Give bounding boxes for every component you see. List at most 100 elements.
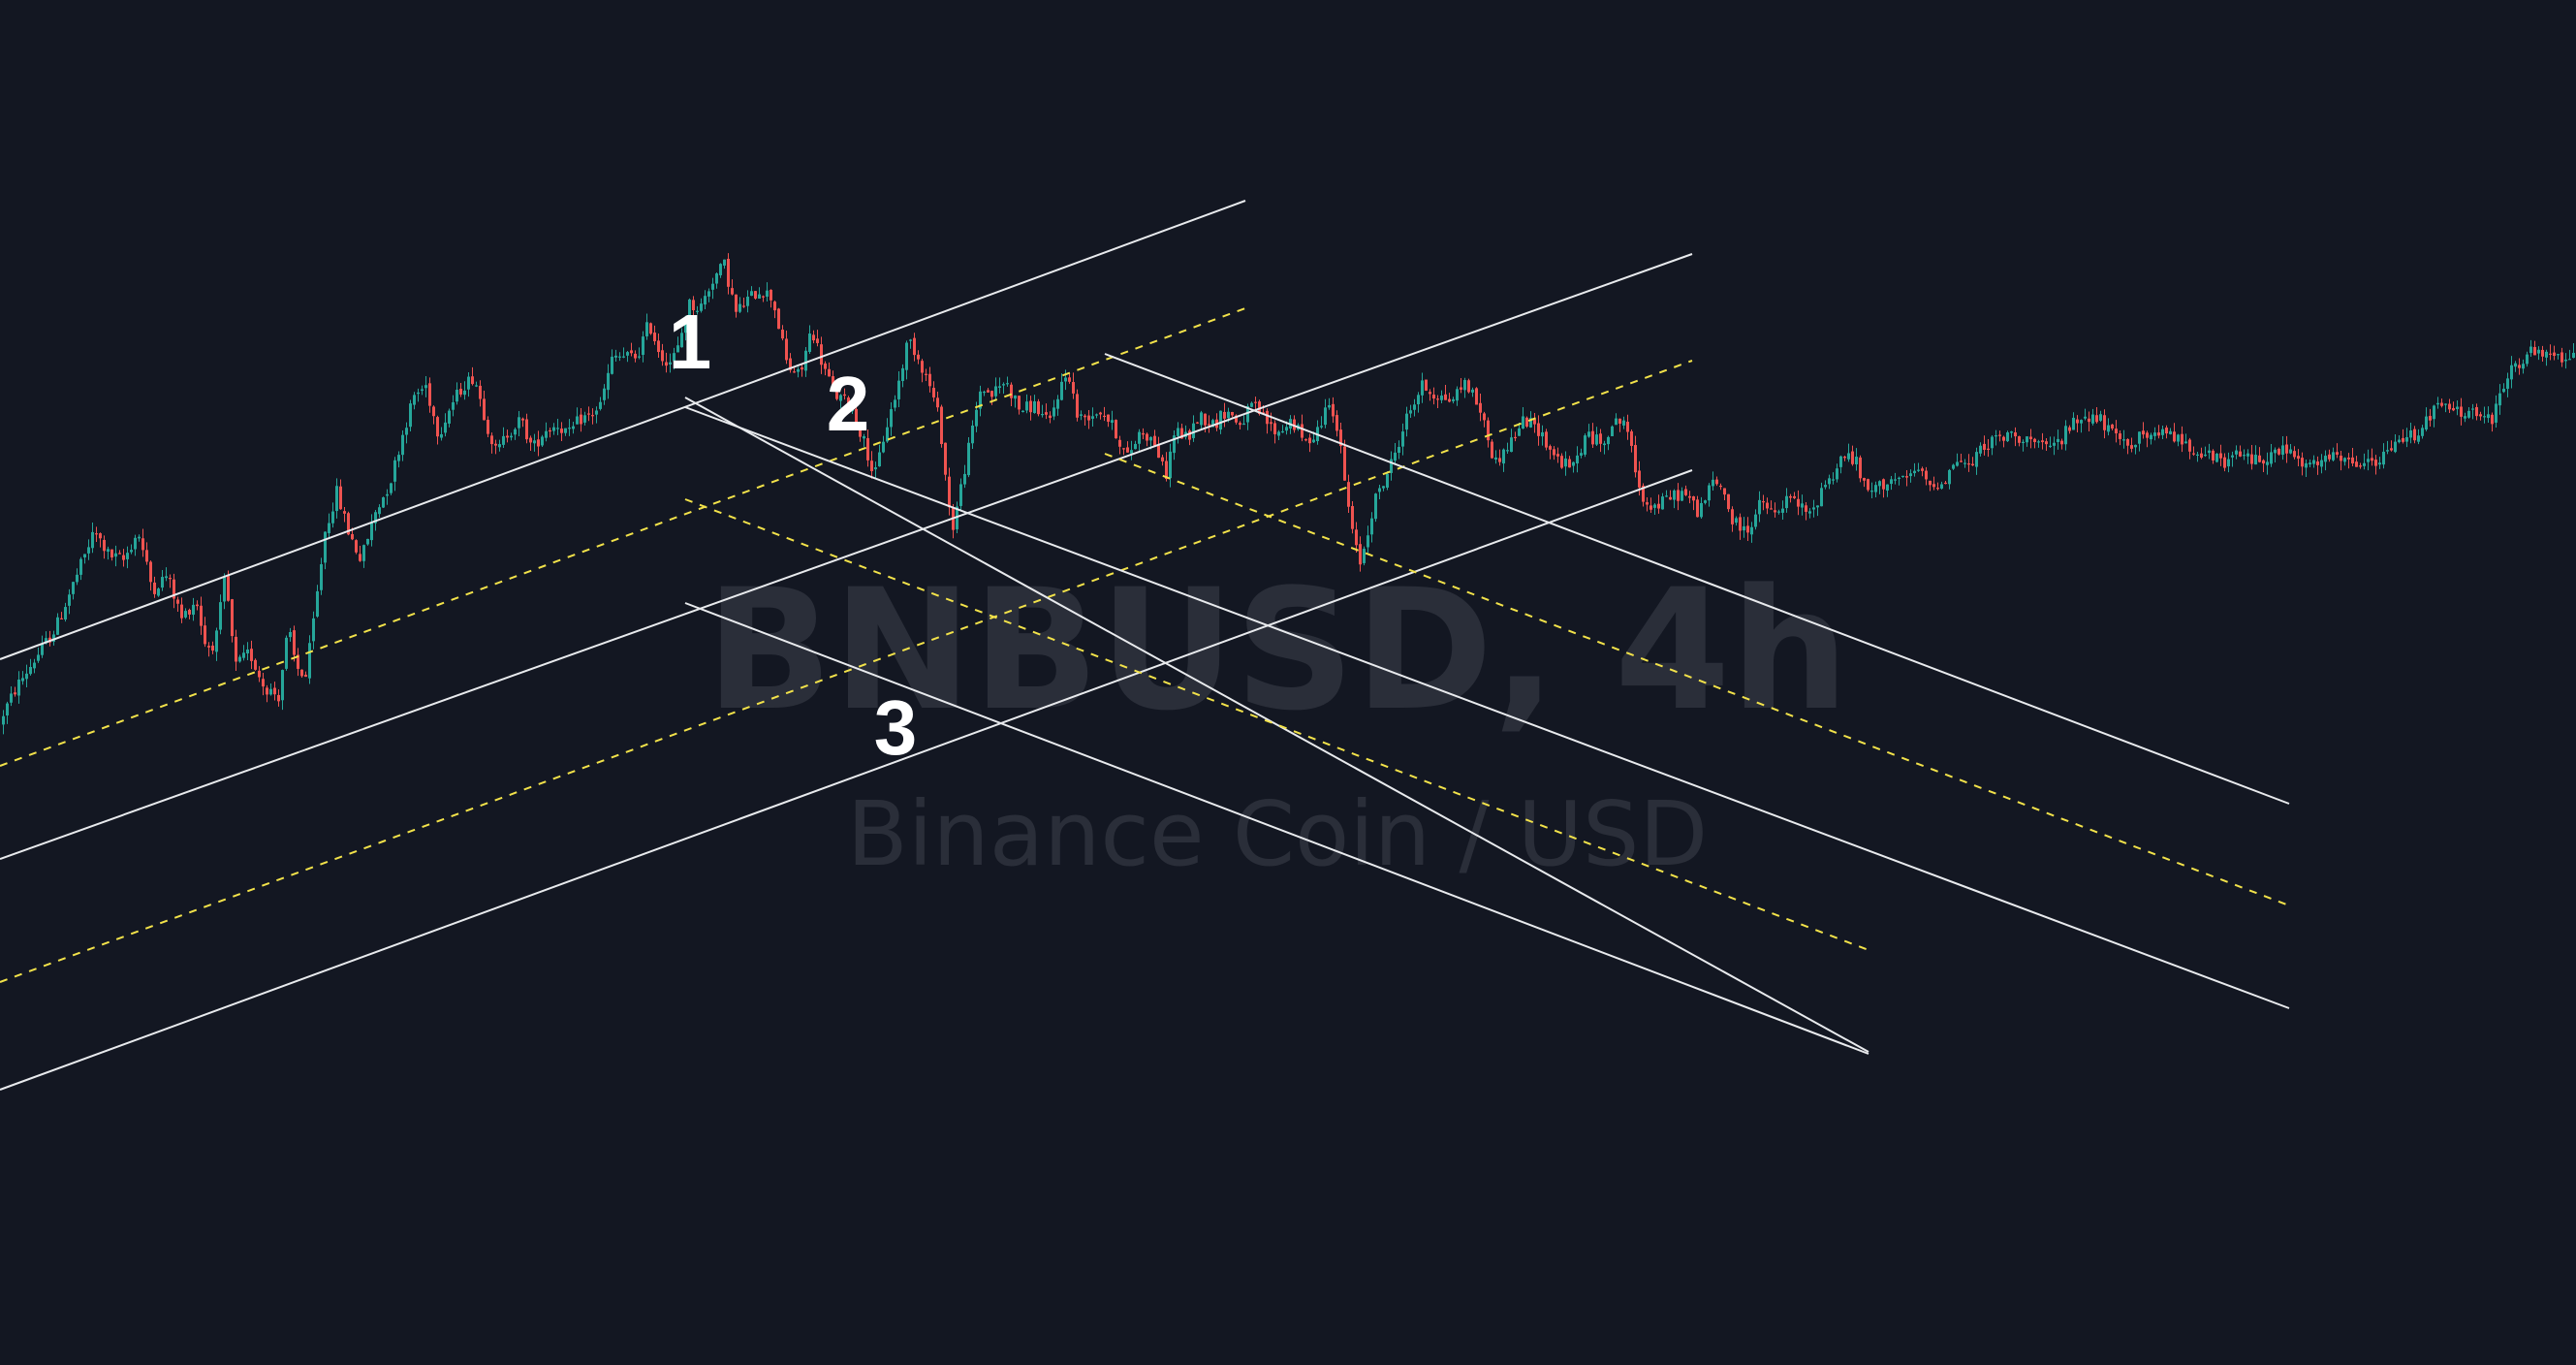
candle-body <box>1460 387 1462 390</box>
candle-body <box>2425 416 2428 429</box>
candle-body <box>378 507 381 515</box>
candle-body <box>1963 462 1966 464</box>
candle-body <box>2398 439 2401 443</box>
candle-body <box>258 670 261 678</box>
candle-body <box>797 368 800 372</box>
candle-body <box>1033 400 1036 414</box>
candle-body <box>905 342 908 370</box>
candle-body <box>2316 461 2319 465</box>
candle-body <box>1425 379 1428 391</box>
candle-body <box>987 390 990 393</box>
candle-body <box>2173 431 2176 442</box>
candle-body <box>52 634 55 642</box>
candle-body <box>1692 495 1695 501</box>
candle-body <box>1126 447 1129 453</box>
candle-body <box>134 537 137 550</box>
descending-channel-large-upper-line[interactable] <box>1104 353 2290 805</box>
candle-body <box>273 687 276 695</box>
candle-body <box>2351 457 2354 464</box>
candle-body <box>1498 458 1501 462</box>
candle-body <box>1235 415 1238 423</box>
candle-body <box>138 536 141 539</box>
candle-body <box>1882 479 1885 490</box>
candle-body <box>1870 491 1873 492</box>
candle-body <box>184 611 187 618</box>
ascending-channel-middle-line[interactable] <box>0 253 1693 860</box>
candle-body <box>297 654 299 669</box>
candle-body <box>343 511 346 514</box>
candle-body <box>1363 549 1366 563</box>
descending-channel-large[interactable] <box>684 353 2290 1009</box>
candle-body <box>2084 416 2087 419</box>
candle-body <box>1770 508 1773 510</box>
candle-body <box>506 435 509 438</box>
candle-body <box>235 636 237 662</box>
candle-body <box>1161 457 1164 461</box>
descending-channel-large-lower-line[interactable] <box>684 406 2290 1009</box>
candle-body <box>1661 496 1664 510</box>
ascending-channel-lower-line[interactable] <box>0 469 1693 1091</box>
candle-body <box>2231 455 2234 458</box>
candle-body <box>2243 455 2246 457</box>
candle-body <box>1471 389 1474 393</box>
candle-body <box>1343 446 1346 481</box>
candle-body <box>2378 462 2381 465</box>
candle-body <box>1347 482 1350 507</box>
ascending-channel-upper-median-line[interactable] <box>0 307 1246 767</box>
candle-body <box>940 406 943 445</box>
candle-body <box>2522 364 2525 369</box>
candle-body <box>580 414 582 425</box>
candle-body <box>2157 432 2160 436</box>
candle-body <box>583 415 586 423</box>
candle-body <box>2421 428 2424 436</box>
candle-body <box>990 391 993 397</box>
candle-body <box>2002 436 2005 441</box>
candle-body <box>21 678 24 682</box>
candle-body <box>374 512 377 524</box>
candle-body <box>1324 407 1327 426</box>
candle-body <box>1467 380 1470 393</box>
candle-body <box>1832 479 1835 481</box>
candle-body <box>1421 380 1424 396</box>
descending-channel-small-upper-line[interactable] <box>684 397 1869 1053</box>
candle-body <box>1618 418 1621 425</box>
candle-body <box>1270 422 1272 425</box>
candle-body <box>1696 499 1699 518</box>
candle-body <box>634 353 637 359</box>
candle-body <box>1545 431 1548 448</box>
candle-body <box>362 545 365 561</box>
ascending-channel-lower-median-line[interactable] <box>0 360 1693 983</box>
candle-body <box>1901 475 1904 477</box>
descending-channel-small-lower-line[interactable] <box>684 602 1869 1055</box>
candle-body <box>2208 450 2211 454</box>
candle-body <box>2309 462 2311 465</box>
candle-body <box>2467 410 2470 418</box>
candle-body <box>390 483 393 493</box>
candle-body <box>673 353 675 362</box>
candle-body <box>1491 441 1493 459</box>
candle-body <box>1812 507 1815 510</box>
candle-body <box>1359 544 1362 565</box>
candle-body <box>1913 470 1916 474</box>
candle-body <box>45 638 47 644</box>
candle-body <box>355 540 358 553</box>
candle-body <box>1223 411 1226 419</box>
ascending-channel[interactable] <box>0 200 1693 1091</box>
descending-channel-small-median-line[interactable] <box>684 498 1869 951</box>
candle-body <box>514 429 517 435</box>
descending-channel-large-median-line[interactable] <box>1104 453 2290 906</box>
candle-body <box>1029 400 1032 413</box>
candle-body <box>866 437 869 460</box>
ascending-channel-upper-line[interactable] <box>0 200 1246 660</box>
candle-body <box>1169 451 1172 479</box>
candle-body <box>738 303 741 312</box>
descending-channel-small[interactable] <box>684 397 1869 1055</box>
candle-body <box>1068 377 1071 382</box>
candle-body <box>2258 455 2261 462</box>
candle-body <box>657 340 660 353</box>
candle-body <box>1049 415 1052 419</box>
candle-body <box>14 692 16 695</box>
candle-body <box>1677 490 1680 501</box>
candle-body <box>843 394 846 397</box>
